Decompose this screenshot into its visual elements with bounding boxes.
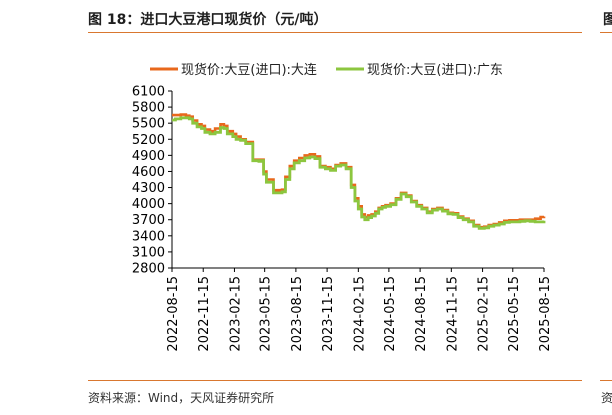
adjacent-figure-title-fragment: 图 (603, 12, 612, 28)
adjacent-top-divider (600, 32, 612, 33)
x-tick-label: 2022-11-15 (197, 276, 212, 352)
plot-series (172, 113, 546, 230)
y-axis: 2800 310034003700400043004600490052005500… (132, 85, 173, 277)
x-tick-label: 2025-05-15 (507, 276, 522, 352)
x-tick-label: 2024-05-15 (383, 276, 398, 352)
figure-title: 图 18：进口大豆港口现货价（元/吨） (88, 12, 328, 28)
x-tick-label: 2022-08-15 (166, 276, 181, 352)
x-tick-label: 2023-11-15 (321, 276, 336, 352)
source-note: 资料来源：Wind，天风证券研究所 (88, 391, 275, 405)
x-tick-label: 2025-02-15 (477, 276, 492, 352)
y-tick-label: 5800 (132, 101, 165, 116)
bottom-divider (88, 380, 582, 381)
y-tick-label: 4600 (132, 165, 165, 180)
y-tick-label: 6100 (132, 85, 165, 100)
top-divider (88, 32, 582, 33)
x-axis: 2022-08-15 2022-11-15 2023-02-15 2023-05-15… (166, 267, 553, 352)
x-tick-label: 2023-02-15 (228, 276, 243, 352)
y-tick-label: 3400 (132, 229, 165, 244)
y-tick-label: 4000 (132, 197, 165, 212)
x-tick-label: 2023-08-15 (290, 276, 305, 352)
y-tick-label: 3700 (132, 213, 165, 228)
legend-label-dalian: 现货价:大豆(进口):大连 (181, 62, 317, 78)
adjacent-bottom-divider (600, 380, 612, 381)
y-tick-label: 2800 (132, 262, 165, 277)
x-tick-label: 2024-08-15 (414, 276, 429, 352)
x-tick-label: 2025-08-15 (538, 276, 553, 352)
x-tick-label: 2024-11-15 (445, 276, 460, 352)
legend: 现货价:大豆(进口):大连 现货价:大豆(进口):广东 (150, 62, 503, 78)
x-tick-label: 2023-05-15 (259, 276, 274, 352)
legend-label-guangdong: 现货价:大豆(进口):广东 (367, 62, 503, 78)
y-tick-label: 5500 (132, 117, 165, 132)
y-tick-label: 4300 (132, 181, 165, 196)
x-tick-label: 2024-02-15 (352, 276, 367, 352)
y-tick-label: 3100 (132, 245, 165, 260)
series-line-guangdong (172, 116, 546, 230)
adjacent-source-fragment: 资 (601, 391, 612, 405)
y-tick-label: 4900 (132, 149, 165, 164)
y-tick-label: 5200 (132, 133, 165, 148)
